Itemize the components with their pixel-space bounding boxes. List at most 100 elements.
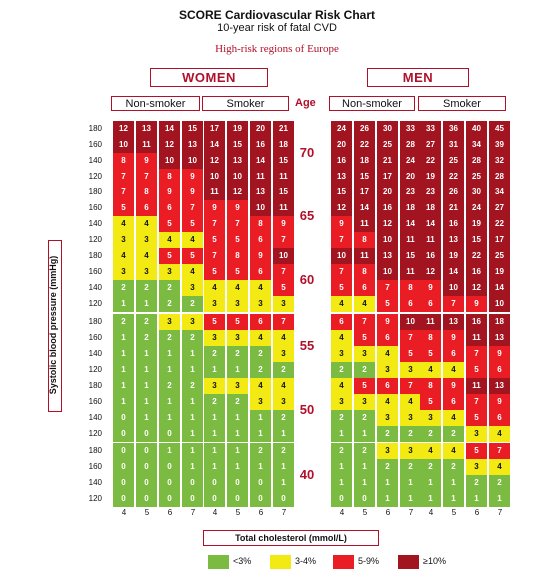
risk-cell: 2 <box>250 362 271 378</box>
risk-cell: 4 <box>331 378 352 394</box>
risk-cell: 0 <box>250 475 271 491</box>
risk-cell: 1 <box>136 362 157 378</box>
risk-cell: 2 <box>331 362 352 378</box>
risk-cell: 0 <box>136 491 157 507</box>
risk-cell: 9 <box>204 200 225 216</box>
x-axis-label: Total cholesterol (mmol/L) <box>203 530 379 546</box>
cholesterol-tick: 5 <box>235 508 241 517</box>
risk-cell: 39 <box>489 137 510 153</box>
risk-cell: 7 <box>204 248 225 264</box>
risk-cell: 10 <box>159 153 180 169</box>
risk-cell: 2 <box>354 443 375 459</box>
risk-cell: 18 <box>400 200 421 216</box>
risk-cell: 11 <box>466 330 487 346</box>
risk-cell: 30 <box>466 184 487 200</box>
risk-cell: 1 <box>182 346 203 362</box>
risk-cell: 5 <box>354 378 375 394</box>
risk-cell: 8 <box>354 264 375 280</box>
risk-cell: 7 <box>331 264 352 280</box>
risk-cell: 7 <box>466 346 487 362</box>
risk-cell: 9 <box>377 314 398 330</box>
cholesterol-tick: 5 <box>362 508 368 517</box>
risk-cell: 9 <box>136 153 157 169</box>
risk-cell: 1 <box>250 426 271 442</box>
risk-cell: 3 <box>182 314 203 330</box>
age-label-60: 60 <box>299 272 315 287</box>
risk-cell: 14 <box>159 121 180 137</box>
risk-cell: 6 <box>377 330 398 346</box>
risk-cell: 5 <box>466 443 487 459</box>
risk-cell: 10 <box>227 169 248 185</box>
risk-cell: 12 <box>204 153 225 169</box>
risk-cell: 1 <box>182 459 203 475</box>
risk-cell: 4 <box>489 426 510 442</box>
risk-cell: 19 <box>443 248 464 264</box>
risk-cell: 1 <box>113 362 134 378</box>
risk-cell: 1 <box>354 475 375 491</box>
sbp-label: 140 <box>88 156 102 165</box>
risk-cell: 1 <box>273 459 294 475</box>
risk-cell: 18 <box>420 200 441 216</box>
risk-cell: 2 <box>159 378 180 394</box>
risk-cell: 6 <box>443 346 464 362</box>
cholesterol-tick: 4 <box>339 508 345 517</box>
risk-cell: 4 <box>182 264 203 280</box>
sbp-label: 160 <box>88 333 102 342</box>
risk-cell: 6 <box>159 200 180 216</box>
risk-cell: 2 <box>273 362 294 378</box>
sbp-label: 180 <box>88 251 102 260</box>
risk-cell: 40 <box>466 121 487 137</box>
risk-cell: 2 <box>159 280 180 296</box>
risk-cell: 5 <box>182 216 203 232</box>
risk-cell: 13 <box>443 314 464 330</box>
risk-cell: 2 <box>136 314 157 330</box>
risk-cell: 15 <box>466 232 487 248</box>
risk-cell: 9 <box>489 394 510 410</box>
risk-cell: 7 <box>400 378 421 394</box>
risk-cell: 0 <box>182 475 203 491</box>
risk-cell: 10 <box>377 264 398 280</box>
sbp-label: 160 <box>88 462 102 471</box>
y-axis-label-text: Systolic blood pressure (mmHg) <box>48 255 58 395</box>
legend-swatch <box>270 555 291 569</box>
risk-cell: 32 <box>489 153 510 169</box>
risk-cell: 22 <box>489 216 510 232</box>
risk-cell: 28 <box>466 153 487 169</box>
risk-cell: 4 <box>331 296 352 312</box>
sbp-label: 180 <box>88 187 102 196</box>
risk-cell: 4 <box>250 280 271 296</box>
risk-cell: 11 <box>354 216 375 232</box>
risk-cell: 1 <box>204 410 225 426</box>
risk-cell: 28 <box>400 137 421 153</box>
risk-cell: 10 <box>443 280 464 296</box>
risk-cell: 1 <box>159 394 180 410</box>
risk-cell: 20 <box>400 169 421 185</box>
risk-cell: 4 <box>250 330 271 346</box>
risk-cell: 11 <box>204 184 225 200</box>
risk-cell: 3 <box>227 296 248 312</box>
risk-cell: 16 <box>250 137 271 153</box>
risk-cell: 0 <box>113 475 134 491</box>
risk-cell: 18 <box>354 153 375 169</box>
risk-cell: 1 <box>113 394 134 410</box>
risk-cell: 8 <box>354 232 375 248</box>
risk-cell: 2 <box>354 410 375 426</box>
risk-cell: 4 <box>204 280 225 296</box>
risk-cell: 22 <box>420 153 441 169</box>
risk-cell: 11 <box>273 169 294 185</box>
risk-cell: 1 <box>443 475 464 491</box>
risk-cell: 20 <box>250 121 271 137</box>
risk-cell: 4 <box>273 330 294 346</box>
risk-cell: 1 <box>182 410 203 426</box>
risk-cell: 1 <box>250 410 271 426</box>
risk-cell: 3 <box>354 394 375 410</box>
risk-cell: 6 <box>443 394 464 410</box>
risk-cell: 1 <box>354 459 375 475</box>
risk-cell: 31 <box>443 137 464 153</box>
risk-cell: 0 <box>159 491 180 507</box>
risk-cell: 1 <box>227 426 248 442</box>
risk-cell: 1 <box>227 459 248 475</box>
risk-cell: 9 <box>250 248 271 264</box>
risk-cell: 13 <box>250 184 271 200</box>
age-label-70: 70 <box>299 145 315 160</box>
